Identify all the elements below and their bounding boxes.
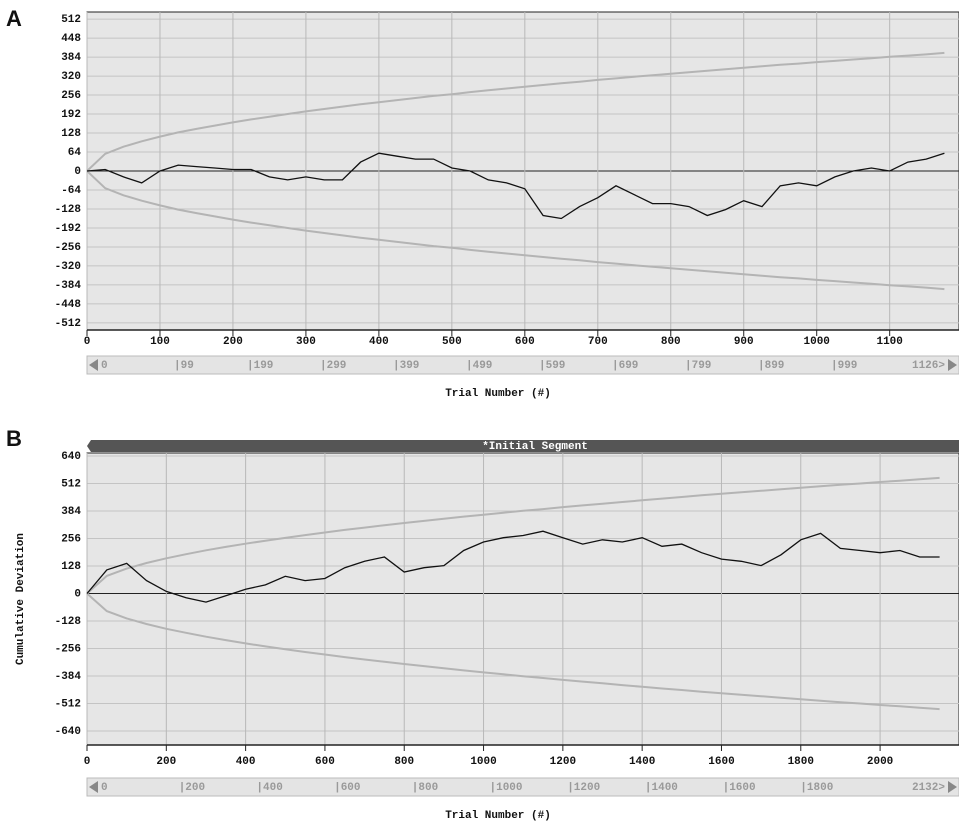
x-tick-label: 200 [223,336,243,348]
scroll-label: 0 [101,782,108,794]
x-tick-label: 300 [296,336,316,348]
y-tick-label: -192 [55,223,81,235]
scrollbar [86,355,959,375]
envelope-line [86,476,940,595]
scroll-label: |599 [539,360,565,372]
scroll-right[interactable] [948,781,957,793]
scroll-label: |99 [174,360,194,372]
y-tick-label: 192 [61,109,81,121]
y-tick-label: 640 [61,451,81,463]
y-tick-label: 0 [74,166,81,178]
envelope-line [86,592,940,711]
scroll-label: |699 [612,360,638,372]
y-tick-label: 320 [61,71,81,83]
panel-label: A [6,6,22,31]
scroll-label: |1000 [490,782,523,794]
x-tick-label: 200 [156,756,176,768]
y-tick-label: -640 [55,726,81,738]
deviation-line [86,152,945,220]
y-tick-label: -512 [55,698,81,710]
y-tick-label: 384 [61,506,81,518]
y-tick-label: -448 [55,299,82,311]
y-tick-label: 64 [68,147,82,159]
x-tick-label: 800 [394,756,414,768]
x-tick-label: 1800 [788,756,814,768]
x-tick-label: 1600 [708,756,734,768]
y-tick-label: 128 [61,561,81,573]
y-tick-label: 0 [74,588,81,600]
scroll-label: 0 [101,360,108,372]
y-tick-label: -128 [55,204,82,216]
scroll-label: |1800 [800,782,833,794]
y-tick-label: 128 [61,128,81,140]
segment-title: *Initial Segment [482,441,588,453]
scroll-label: |299 [320,360,346,372]
x-tick-label: 400 [369,336,389,348]
y-tick-label: 384 [61,52,81,64]
scroll-left[interactable] [89,781,98,793]
panel-label: B [6,426,22,451]
scroll-label: |1200 [567,782,600,794]
x-tick-label: 2000 [867,756,893,768]
scroll-label: |600 [334,782,360,794]
y-tick-label: -128 [55,616,82,628]
scroll-label: |800 [412,782,438,794]
plot-area [86,452,959,746]
x-tick-label: 700 [588,336,608,348]
scroll-label: |200 [179,782,205,794]
y-tick-label: -384 [55,280,82,292]
segment-bar [87,440,959,452]
y-tick-label: -320 [55,261,81,273]
y-tick-label: 448 [61,33,81,45]
scroll-label: 1126> [912,360,945,372]
y-tick-label: -384 [55,671,82,683]
x-tick-label: 1000 [470,756,496,768]
x-tick-label: 600 [515,336,535,348]
envelope-line [86,170,945,291]
x-tick-label: 1200 [550,756,576,768]
y-tick-label: 512 [61,14,81,26]
envelope-line [86,51,945,172]
scroll-label: |899 [758,360,784,372]
x-tick-label: 900 [734,336,754,348]
y-tick-label: 512 [61,478,81,490]
y-tick-label: 256 [61,90,81,102]
x-tick-label: 800 [661,336,681,348]
scroll-left[interactable] [89,359,98,371]
y-tick-label: -256 [55,242,81,254]
x-axis-label: Trial Number (#) [445,810,551,822]
x-tick-label: 0 [84,756,91,768]
x-tick-label: 100 [150,336,170,348]
scroll-label: |999 [831,360,857,372]
scroll-label: |399 [393,360,419,372]
y-tick-label: 256 [61,533,81,545]
scroll-label: |1600 [723,782,756,794]
y-axis-label: Cumulative Deviation [15,533,27,665]
scroll-label: |400 [256,782,282,794]
y-tick-label: -512 [55,318,81,330]
x-tick-label: 400 [236,756,256,768]
x-axis-label: Trial Number (#) [445,388,551,400]
scroll-label: |499 [466,360,492,372]
y-tick-label: -256 [55,643,81,655]
deviation-line [86,530,940,603]
scroll-right[interactable] [948,359,957,371]
scroll-label: |1400 [645,782,678,794]
x-tick-label: 500 [442,336,462,348]
x-tick-label: 0 [84,336,91,348]
x-tick-label: 1000 [804,336,830,348]
x-tick-label: 1100 [876,336,902,348]
x-tick-label: 1400 [629,756,655,768]
scroll-label: 2132> [912,782,945,794]
scroll-label: |799 [685,360,711,372]
x-tick-label: 600 [315,756,335,768]
scrollbar [86,777,959,797]
scroll-label: |199 [247,360,273,372]
y-tick-label: -64 [61,185,81,197]
